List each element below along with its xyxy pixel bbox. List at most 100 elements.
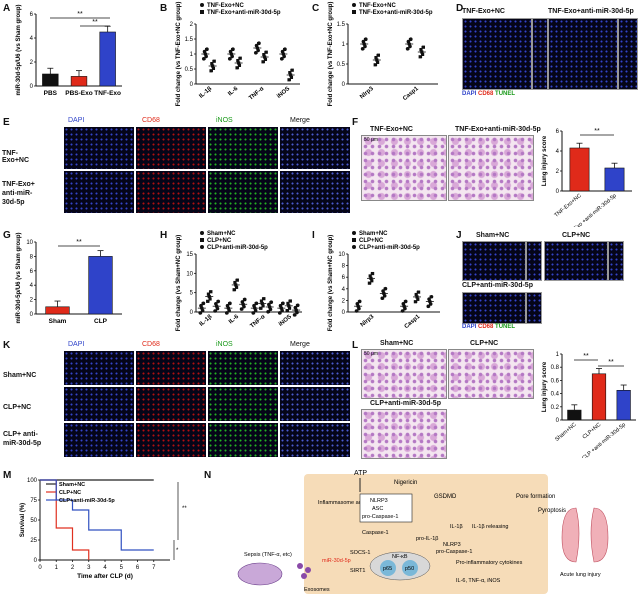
y-tick-label: 50 [30,518,37,524]
x-tick-label: 2 [71,565,75,571]
fluorescence-image [208,423,278,457]
label-gsdmd: GSDMD [434,494,457,500]
data-point [363,44,367,49]
x-tick-label: Casp1 [402,86,420,103]
data-point [428,302,433,306]
x-tick-label: IL-1β [198,86,213,100]
data-point [380,296,385,301]
data-point [279,57,284,61]
nlrp3-box [359,493,413,523]
legend-label: CLP+NC [207,238,232,244]
label-pyroptosis: Pyroptosis [538,508,566,514]
panel-e: DAPI CD68 iNOS Merge [40,117,342,217]
legend-label: TNF-Exo+NC [359,3,397,9]
y-axis-label: miR-30d-5p/U6 (vs Sham group) [16,232,22,323]
significance-label: ** [608,359,614,366]
panel-letter: D [456,3,464,14]
bar [42,73,59,87]
data-point [263,57,268,61]
label-ali: Acute lung injury [560,572,601,578]
data-point [292,313,297,317]
data-point [200,308,205,313]
scale-bar-label: 50 μm [364,351,378,357]
legend-label: CLP+NC [359,238,384,244]
fluorescence-image [280,423,350,457]
x-tick-label: Nlrp3 [359,86,375,101]
y-tick-label: 6 [30,12,34,18]
data-point [418,55,422,59]
data-point [286,301,290,306]
data-point [416,297,420,301]
label-il1b: IL-1β [450,524,463,530]
col-label: DAPI [68,117,85,124]
x-tick-label: IL-6 [228,314,241,326]
panel-letter: N [204,470,212,481]
data-point [256,48,260,53]
significance-label: ** [583,353,589,360]
y-tick-label: 4 [556,149,560,155]
panel-j-title: CLP+NC [562,232,591,239]
y-tick-label: 1 [556,352,560,358]
y-tick-label: 0 [190,310,194,316]
bar [88,256,113,315]
x-tick-label: 4 [103,565,107,571]
fluorescence-image [64,387,134,421]
data-point [354,309,359,313]
panel-letter: B [160,3,168,14]
x-tick-label: TNF-Exo [94,90,121,97]
col-label: iNOS [216,341,233,348]
scale-bar-label: 50 μm [364,137,378,143]
legend-marker [200,231,204,235]
legend-label: CLP+NC [59,490,81,496]
fluorescence-image [64,171,134,213]
fluorescence-image [208,351,278,385]
data-point [205,47,209,51]
data-point [253,51,258,55]
y-tick-label: 0 [556,418,560,424]
data-point [204,54,208,59]
col-label: Merge [290,117,310,124]
x-tick-label: iNOS [278,314,293,328]
data-point [287,78,291,82]
stain-cd68: CD68 [478,324,494,330]
panel-letter: I [312,230,315,241]
row-label: TNF-Exo+ anti-miR-30d-5p [2,181,35,206]
label-sirt: SIRT1 [350,568,366,574]
y-tick-label: 10 [186,271,193,277]
x-tick-label: CLP [94,318,108,325]
p50-circle [402,560,418,576]
fluorescence-image [208,171,278,213]
y-tick-label: 4 [342,287,346,293]
data-point [266,309,270,314]
label-caspase1: Caspase-1 [362,530,389,536]
data-point [261,304,265,308]
fluorescence-image [462,241,526,281]
x-tick-label: Casp1 [404,314,422,331]
y-tick-label: 6 [30,269,34,275]
lung-icon [561,507,609,563]
legend-label: CLP+anti-miR-30d-5p [359,245,420,251]
data-point [360,47,365,51]
data-point [238,56,242,60]
data-point [236,59,240,63]
row-label: CLP+NC [3,404,32,411]
x-tick-label: CLP+NC [582,422,603,441]
significance-label: ** [76,239,82,246]
data-point [201,57,206,61]
data-point [232,288,236,292]
col-label: iNOS [216,117,233,124]
x-tick-label: PBS-Exo [65,90,92,97]
x-tick-label: Nlrp3 [360,314,376,329]
panel-letter: G [3,230,11,241]
data-point [382,294,387,298]
label-il1brel: IL-1β releasing [472,524,509,530]
exosome-dot [301,573,307,579]
data-point [231,47,235,51]
data-point [409,37,413,41]
y-tick-label: 100 [27,478,38,484]
legend-label: Sham+NC [59,482,85,488]
x-tick-label: Sham+NC [554,422,577,443]
x-tick-label: 6 [136,565,140,571]
panel-f-title: TNF-Exo+NC [370,126,413,133]
